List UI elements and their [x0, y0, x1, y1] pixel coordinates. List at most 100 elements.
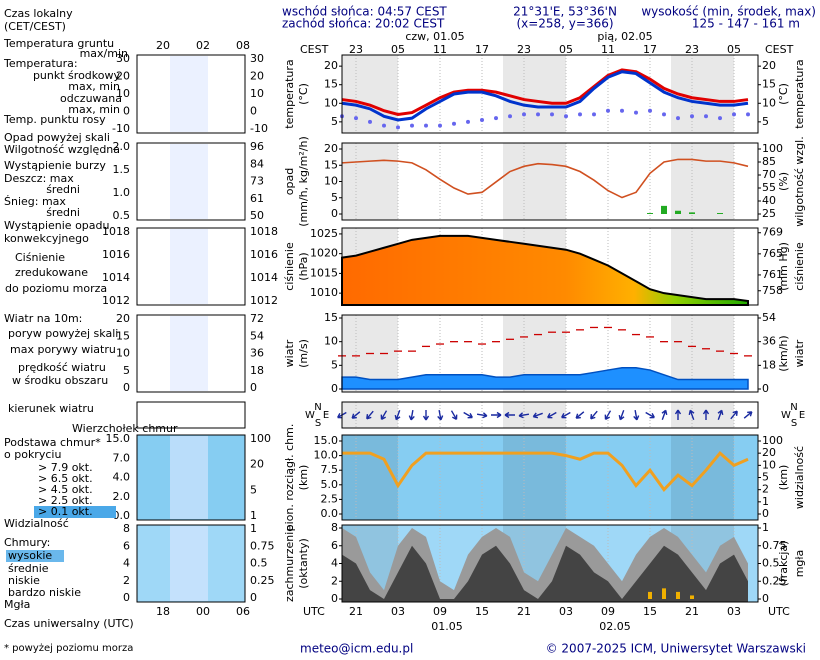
- legend-text: Wystąpienie opadu: [4, 219, 109, 232]
- side-tick-label: 0.0: [113, 509, 131, 522]
- dew-point: [354, 116, 358, 121]
- tick-label: 5: [762, 471, 769, 484]
- tick-label: 8: [331, 521, 338, 534]
- area: [342, 545, 748, 602]
- legend-text: Temp. punktu rosy: [3, 113, 106, 126]
- side-tick-label: 15.0: [106, 432, 131, 445]
- legend-text: poryw powyżej skali: [8, 327, 118, 340]
- side-tick-label: 7.0: [113, 451, 131, 464]
- area: [341, 234, 749, 306]
- cest-tick: 05: [727, 43, 741, 56]
- wind-arrow: [547, 411, 557, 419]
- wind-arrow: [491, 411, 502, 419]
- tick-label: 10.0: [314, 449, 339, 462]
- legend-text: średni: [46, 206, 80, 219]
- side-tick-label: 1012: [102, 294, 130, 307]
- compass: S: [791, 418, 797, 429]
- tick-label: 15: [324, 78, 338, 91]
- axis-label: wilgotność wzgl.: [793, 136, 806, 226]
- axis-label: (km/h): [777, 335, 790, 371]
- side-time: 02: [196, 39, 210, 52]
- wind-arrow: [661, 409, 668, 420]
- side-time: 08: [236, 39, 250, 52]
- legend-text: > 2.5 okt.: [38, 494, 93, 507]
- axis-label: ciśnienie: [283, 242, 296, 291]
- side-tick-label: 61: [250, 192, 264, 205]
- sunrise: wschód słońca: 04:57 CEST: [282, 5, 447, 19]
- tick-label: 761: [762, 268, 783, 281]
- legend-text: Ciśnienie: [15, 251, 65, 264]
- tick-label: 10: [324, 335, 338, 348]
- side-tick-label: 0: [250, 381, 257, 394]
- dew-point: [592, 112, 596, 117]
- panel-bg: [342, 435, 758, 520]
- side-tick-label: 20: [116, 70, 130, 83]
- wind-arrow: [437, 409, 444, 421]
- cest-tick: 17: [475, 43, 489, 56]
- coords: 21°31'E, 53°36'N: [513, 5, 617, 19]
- side-tick-label: -10: [112, 122, 130, 135]
- side-tick-label: 96: [250, 140, 264, 153]
- legend-swatch: [6, 550, 64, 562]
- tick-label: 758: [762, 284, 783, 297]
- side-tick-label: 10: [116, 87, 130, 100]
- dew-point: [620, 108, 624, 113]
- tick-label: 2: [331, 574, 338, 587]
- tick-label: 5.0: [321, 478, 339, 491]
- cest-tick: 23: [685, 43, 699, 56]
- axis-label: wiatr: [283, 339, 296, 367]
- tick-label: 20: [762, 446, 776, 459]
- wind-arrow: [604, 410, 612, 420]
- side-tick-label: 0.5: [113, 209, 131, 222]
- legend-text: * powyżej poziomu morza: [4, 643, 133, 654]
- legend-swatch: [34, 506, 116, 518]
- utc-tick: 21: [349, 605, 363, 618]
- dew-point: [522, 112, 526, 117]
- wind-arrow: [633, 409, 640, 421]
- legend-text: Chmury:: [4, 536, 50, 549]
- dew-point: [494, 116, 498, 121]
- compass: E: [323, 410, 329, 421]
- dew-point: [634, 110, 638, 115]
- utc-tick: 03: [391, 605, 405, 618]
- dew-point: [704, 114, 708, 119]
- night-band: [503, 55, 566, 133]
- legend-text: Temperatura:: [3, 57, 78, 70]
- wind-area: [341, 366, 749, 390]
- tick-label: 100: [762, 434, 783, 447]
- side-tick-label: 1018: [250, 225, 278, 238]
- cest-tick: 05: [559, 43, 573, 56]
- tick-label: 15: [762, 78, 776, 91]
- legend-text: Wilgotność względna: [4, 143, 120, 156]
- precip-bar: [717, 213, 723, 214]
- tick-label: 15: [324, 158, 338, 171]
- dew-point: [648, 108, 652, 113]
- tick-label: 0: [762, 592, 769, 605]
- side-tick-label: 20: [116, 312, 130, 325]
- night-band: [342, 435, 398, 520]
- axis-label: pion. rozciągł. chm.: [283, 424, 296, 532]
- legend-text: niskie: [8, 574, 40, 587]
- tick-label: 0.25: [762, 574, 787, 587]
- tick-label: 4: [331, 557, 338, 570]
- axis-label: (%): [777, 172, 790, 191]
- night-band: [503, 143, 566, 220]
- dew-point: [466, 119, 470, 124]
- dew-point: [578, 112, 582, 117]
- side-tick-label: 1014: [250, 271, 278, 284]
- side-tick-label: 8: [123, 522, 130, 535]
- line: [341, 70, 749, 122]
- side-tick-label: 10: [250, 87, 264, 100]
- side-tick-label: 1: [250, 522, 257, 535]
- axis-label: (mm/h, kg/m²/h): [297, 136, 310, 227]
- axis-label: zachmurzenie: [283, 525, 296, 602]
- cest-label: CEST: [300, 43, 329, 56]
- side-tick-label: 0: [250, 591, 257, 604]
- wind-arrow: [730, 410, 738, 420]
- tick-label: 10: [762, 458, 776, 471]
- axis-label: (km): [297, 465, 310, 491]
- axis-label: (°C): [777, 83, 790, 105]
- tick-label: 769: [762, 226, 783, 239]
- wind-arrow: [688, 409, 695, 420]
